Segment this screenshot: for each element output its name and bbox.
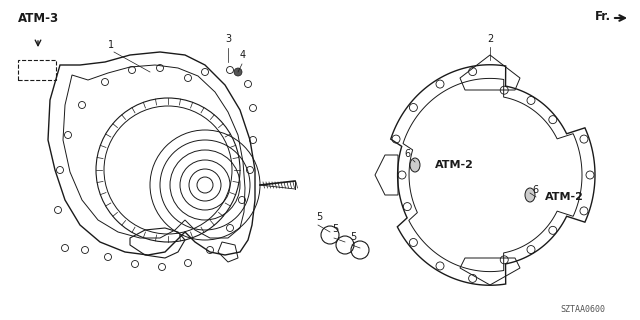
Text: ATM-3: ATM-3 <box>18 12 59 25</box>
Text: 5: 5 <box>332 224 339 234</box>
Text: 5: 5 <box>350 232 356 242</box>
Text: ATM-2: ATM-2 <box>435 160 474 170</box>
Circle shape <box>234 68 242 76</box>
Text: 1: 1 <box>108 40 114 50</box>
Text: 6: 6 <box>404 149 410 159</box>
Ellipse shape <box>525 188 535 202</box>
Ellipse shape <box>410 158 420 172</box>
Text: ATM-2: ATM-2 <box>545 192 584 202</box>
Text: 5: 5 <box>316 212 323 222</box>
Text: Fr.: Fr. <box>595 10 611 23</box>
Text: 3: 3 <box>225 34 231 44</box>
Text: 2: 2 <box>487 34 493 44</box>
Text: 4: 4 <box>240 50 246 60</box>
Text: SZTAA0600: SZTAA0600 <box>560 305 605 314</box>
Text: 6: 6 <box>532 185 538 195</box>
